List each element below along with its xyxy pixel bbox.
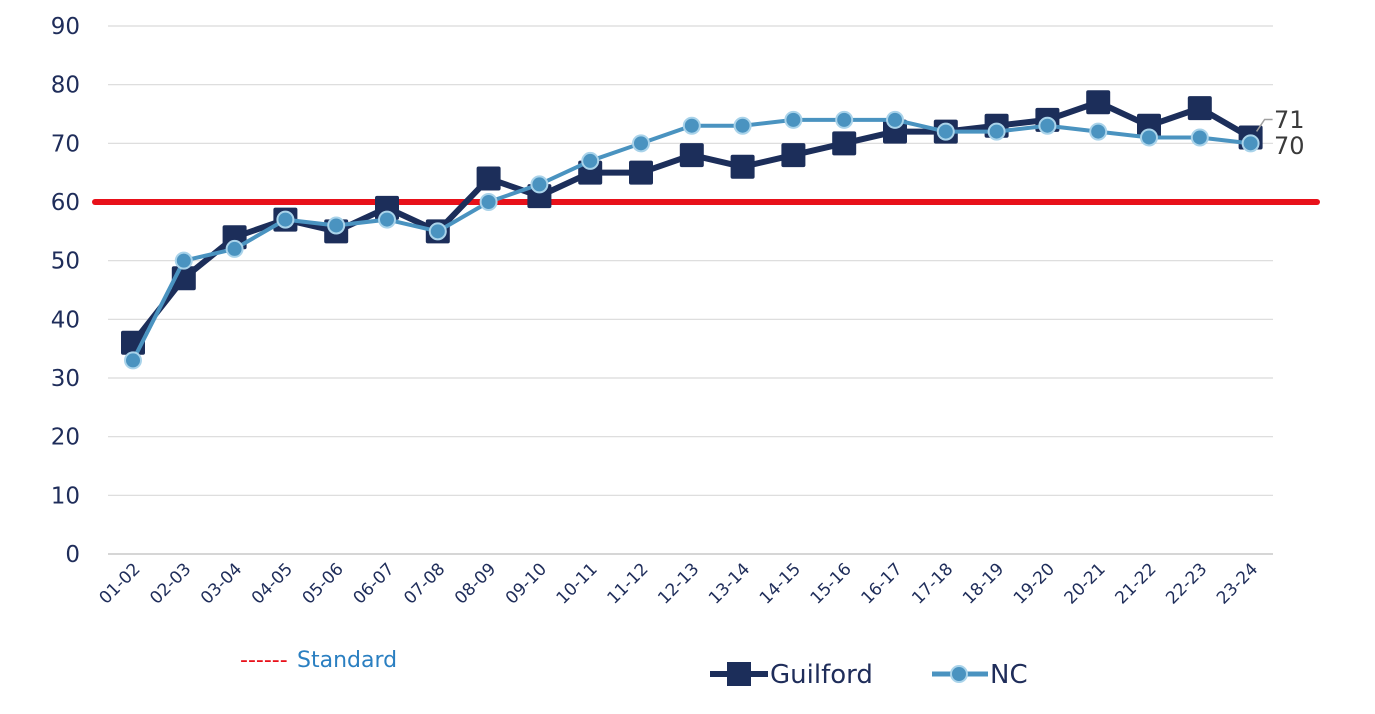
data-point-nc (1140, 128, 1158, 147)
data-point-nc (1038, 116, 1057, 135)
end-label-leader (1255, 118, 1273, 132)
data-point-nc (1190, 128, 1209, 147)
y-tick-label: 30 (51, 366, 80, 392)
y-tick-label: 0 (65, 542, 80, 568)
x-tick-label: 16-17 (857, 559, 906, 608)
x-tick-label: 08-09 (451, 559, 500, 608)
end-label-nc: 70 (1274, 132, 1305, 160)
data-point-guilford (629, 160, 653, 185)
y-tick-label: 50 (51, 249, 80, 275)
end-label-guilford: 71 (1274, 106, 1305, 134)
data-point-nc (987, 122, 1006, 141)
data-point-nc (530, 175, 549, 194)
data-point-nc (479, 193, 498, 211)
y-tick-label: 60 (51, 190, 80, 216)
x-tick-label: 15-16 (807, 559, 856, 608)
x-tick-label: 12-13 (654, 559, 703, 608)
x-tick-label: 09-10 (502, 559, 551, 608)
data-point-nc (174, 251, 193, 270)
data-point-nc (886, 110, 904, 129)
data-point-nc (378, 210, 396, 229)
standard-legend-label: Standard (297, 648, 397, 673)
x-tick-label: 20-21 (1061, 559, 1110, 608)
series-layer (121, 90, 1263, 370)
data-point-nc (124, 351, 142, 370)
x-tick-label: 10-11 (553, 559, 602, 608)
x-tick-label: 11-12 (603, 559, 652, 608)
data-point-guilford (1086, 90, 1111, 115)
legend: ------ Standard Guilford NC (240, 648, 1028, 690)
x-tick-label: 18-19 (959, 559, 1008, 608)
x-axis-ticks: 01-02 02-03 03-04 04-05 05-06 06-07 07-08 08-09… (95, 559, 1262, 608)
y-tick-label: 10 (51, 483, 80, 509)
y-axis-ticks: 0 10 20 30 40 50 60 70 80 90 (51, 14, 80, 568)
y-tick-label: 40 (51, 307, 80, 333)
y-tick-label: 70 (51, 131, 80, 157)
x-tick-label: 22-23 (1162, 559, 1211, 608)
data-point-nc (784, 110, 803, 129)
data-point-nc (835, 110, 854, 129)
y-tick-label: 80 (51, 73, 80, 99)
data-point-guilford (679, 143, 704, 168)
x-tick-label: 13-14 (705, 559, 754, 608)
data-point-nc (1241, 134, 1260, 153)
data-point-guilford (832, 131, 857, 156)
data-point-guilford (781, 143, 806, 168)
data-point-nc (581, 151, 600, 170)
standard-legend-dash: ------ (240, 648, 288, 673)
x-tick-label: 21-22 (1111, 559, 1160, 608)
x-tick-label: 01-02 (95, 559, 144, 608)
x-tick-label: 02-03 (146, 559, 195, 608)
data-point-nc (225, 239, 244, 258)
series-nc (124, 110, 1260, 370)
x-tick-label: 05-06 (299, 559, 348, 608)
data-point-nc (632, 134, 650, 153)
data-point-nc (428, 222, 447, 241)
data-point-guilford (730, 154, 755, 179)
legend-guilford-marker (727, 662, 751, 686)
legend-guilford-label: Guilford (770, 660, 873, 690)
legend-nc-marker (950, 665, 968, 683)
data-point-guilford (1187, 96, 1212, 121)
data-point-nc (276, 210, 295, 229)
x-tick-label: 23-24 (1213, 559, 1262, 608)
data-point-guilford (476, 166, 501, 191)
x-tick-label: 03-04 (197, 559, 246, 608)
x-tick-label: 14-15 (756, 559, 805, 608)
data-point-nc (1089, 122, 1108, 141)
y-tick-label: 90 (51, 14, 80, 40)
data-point-nc (936, 122, 955, 141)
data-point-nc (682, 116, 701, 135)
x-tick-label: 19-20 (1010, 559, 1059, 608)
x-tick-label: 04-05 (248, 559, 297, 608)
x-tick-label: 17-18 (908, 559, 957, 608)
y-tick-label: 20 (51, 425, 80, 451)
x-tick-label: 07-08 (400, 559, 449, 608)
data-point-nc (327, 216, 346, 235)
data-point-nc (733, 116, 752, 135)
x-tick-label: 06-07 (349, 559, 398, 608)
legend-nc-label: NC (990, 660, 1028, 690)
